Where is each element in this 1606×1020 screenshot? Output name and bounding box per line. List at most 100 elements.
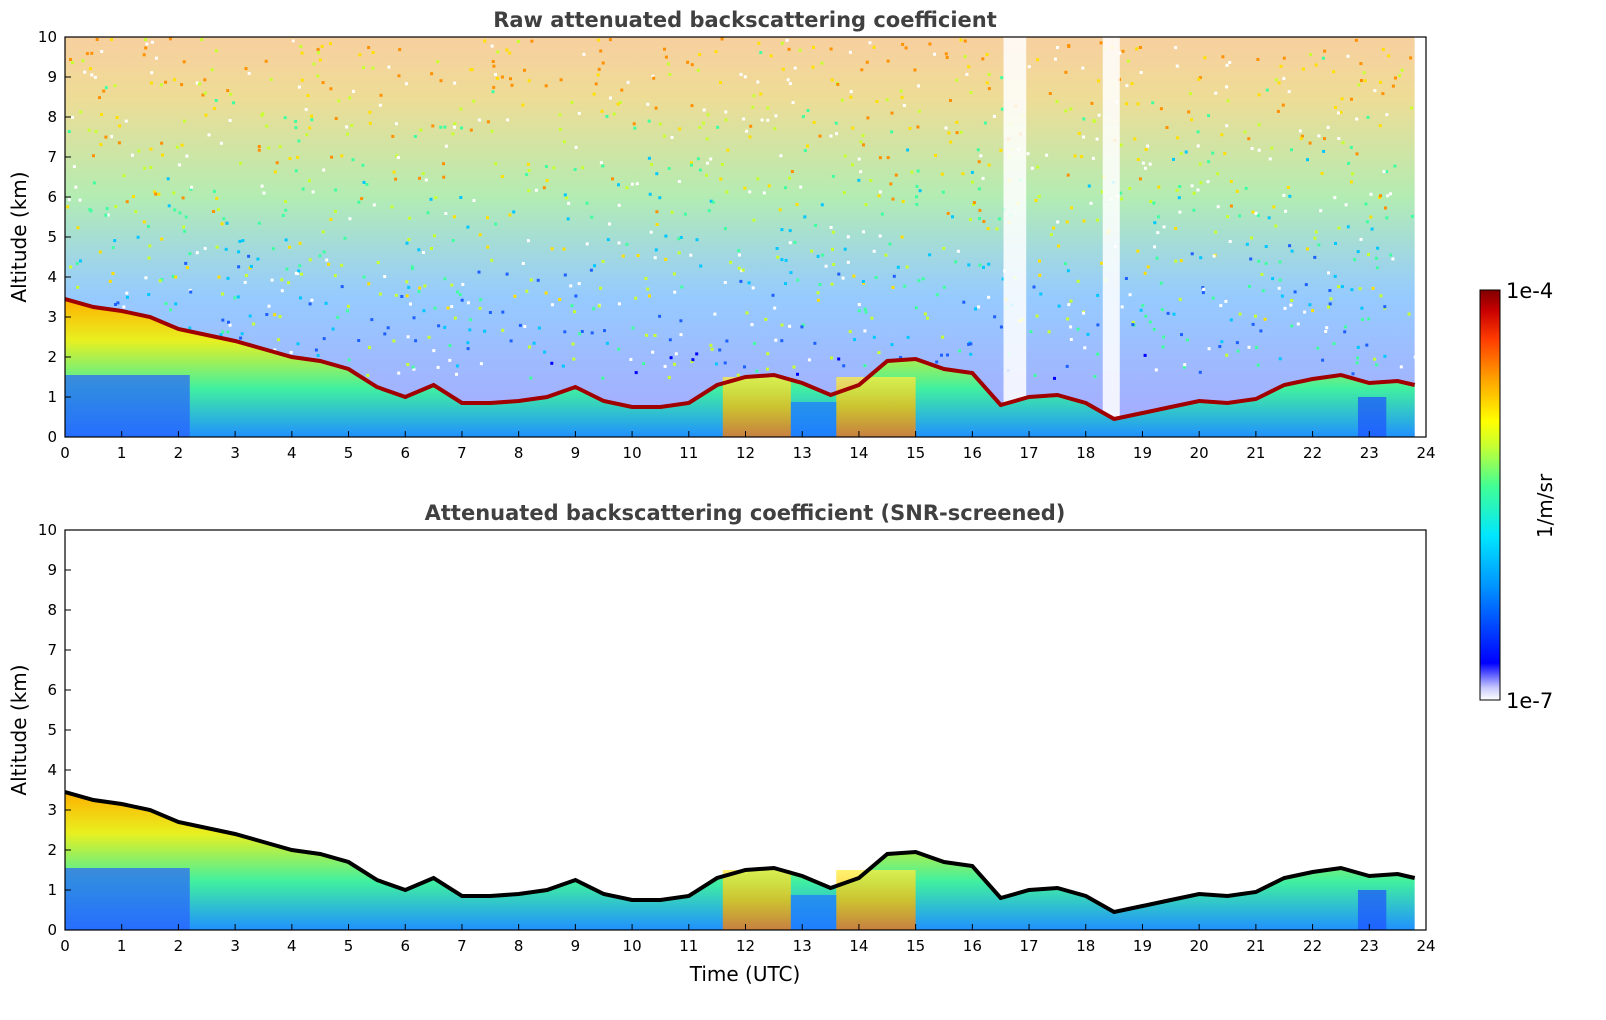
noise-speck (147, 256, 151, 260)
noise-speck (585, 242, 589, 246)
noise-speck (987, 262, 991, 266)
noise-speck (526, 239, 530, 243)
noise-speck (944, 126, 948, 130)
noise-speck (852, 274, 856, 278)
noise-speck (265, 124, 269, 128)
noise-speck (275, 161, 279, 165)
noise-speck (423, 284, 427, 288)
noise-speck (226, 89, 230, 93)
no-data-band (1003, 37, 1027, 437)
noise-speck (829, 47, 833, 51)
noise-speck (237, 250, 241, 254)
noise-speck (1360, 318, 1364, 321)
noise-speck (74, 185, 78, 189)
noise-speck (534, 188, 538, 192)
x-tick-label: 5 (344, 937, 354, 955)
noise-speck (291, 39, 295, 43)
noise-speck (111, 272, 115, 275)
noise-speck (287, 281, 291, 285)
noise-speck (310, 114, 314, 118)
noise-speck (1381, 47, 1385, 51)
noise-speck (544, 84, 548, 88)
noise-speck (510, 83, 514, 87)
noise-speck (599, 161, 603, 165)
noise-speck (1174, 226, 1178, 230)
noise-speck (525, 173, 529, 177)
y-tick-label: 5 (47, 228, 57, 246)
noise-speck (446, 306, 450, 310)
y-tick-label: 4 (47, 268, 57, 286)
noise-speck (330, 155, 334, 159)
noise-speck (862, 230, 865, 234)
noise-speck (444, 212, 448, 215)
noise-speck (1337, 285, 1340, 289)
noise-speck (1144, 148, 1148, 151)
x-tick-label: 3 (230, 937, 240, 955)
noise-speck (757, 41, 761, 45)
noise-speck (1385, 170, 1388, 174)
noise-speck (679, 236, 683, 239)
noise-speck (1220, 133, 1224, 137)
noise-speck (378, 103, 382, 107)
noise-speck (655, 172, 659, 176)
noise-speck (992, 114, 996, 118)
noise-speck (1278, 357, 1282, 361)
noise-speck (527, 79, 531, 83)
y-tick-label: 7 (47, 148, 57, 166)
noise-speck (144, 276, 148, 280)
noise-speck (842, 364, 846, 368)
noise-speck (262, 191, 266, 195)
noise-speck (987, 87, 991, 91)
noise-speck (597, 304, 601, 308)
noise-speck (714, 50, 718, 54)
noise-speck (175, 145, 179, 149)
noise-speck (1198, 370, 1202, 374)
y-tick-label: 6 (47, 681, 57, 699)
noise-speck (1286, 186, 1290, 189)
y-tick-label: 2 (47, 841, 57, 859)
noise-speck (410, 267, 414, 271)
noise-speck (410, 265, 414, 269)
noise-speck (741, 268, 745, 272)
noise-speck (977, 187, 981, 191)
noise-speck (1179, 152, 1183, 156)
noise-speck (1120, 197, 1124, 201)
noise-speck (1154, 368, 1158, 372)
noise-speck (1125, 102, 1128, 106)
noise-speck (843, 247, 847, 251)
noise-speck (803, 149, 807, 153)
noise-speck (513, 294, 517, 298)
noise-speck (362, 180, 366, 184)
noise-speck (508, 51, 512, 55)
noise-speck (1087, 184, 1091, 188)
noise-speck (634, 371, 638, 375)
noise-speck (677, 237, 681, 241)
noise-speck (605, 114, 609, 118)
noise-speck (114, 303, 117, 306)
noise-speck (959, 130, 963, 134)
noise-speck (150, 71, 154, 75)
noise-speck (118, 124, 122, 128)
noise-speck (849, 95, 853, 99)
noise-speck (495, 76, 499, 80)
noise-speck (982, 265, 985, 269)
noise-speck (76, 226, 80, 230)
noise-speck (161, 153, 164, 157)
noise-speck (1001, 277, 1005, 281)
noise-speck (616, 102, 620, 106)
noise-speck (766, 118, 770, 122)
noise-speck (298, 241, 302, 245)
noise-speck (1118, 51, 1122, 55)
noise-speck (212, 189, 216, 193)
noise-speck (1162, 225, 1166, 229)
noise-speck (658, 196, 662, 200)
noise-speck (570, 100, 574, 104)
noise-speck (695, 238, 699, 242)
noise-speck (906, 148, 910, 152)
noise-speck (1097, 113, 1101, 117)
noise-speck (494, 162, 498, 166)
noise-speck (1360, 79, 1363, 82)
noise-speck (221, 292, 224, 296)
noise-speck (1076, 279, 1080, 283)
noise-speck (104, 213, 108, 217)
